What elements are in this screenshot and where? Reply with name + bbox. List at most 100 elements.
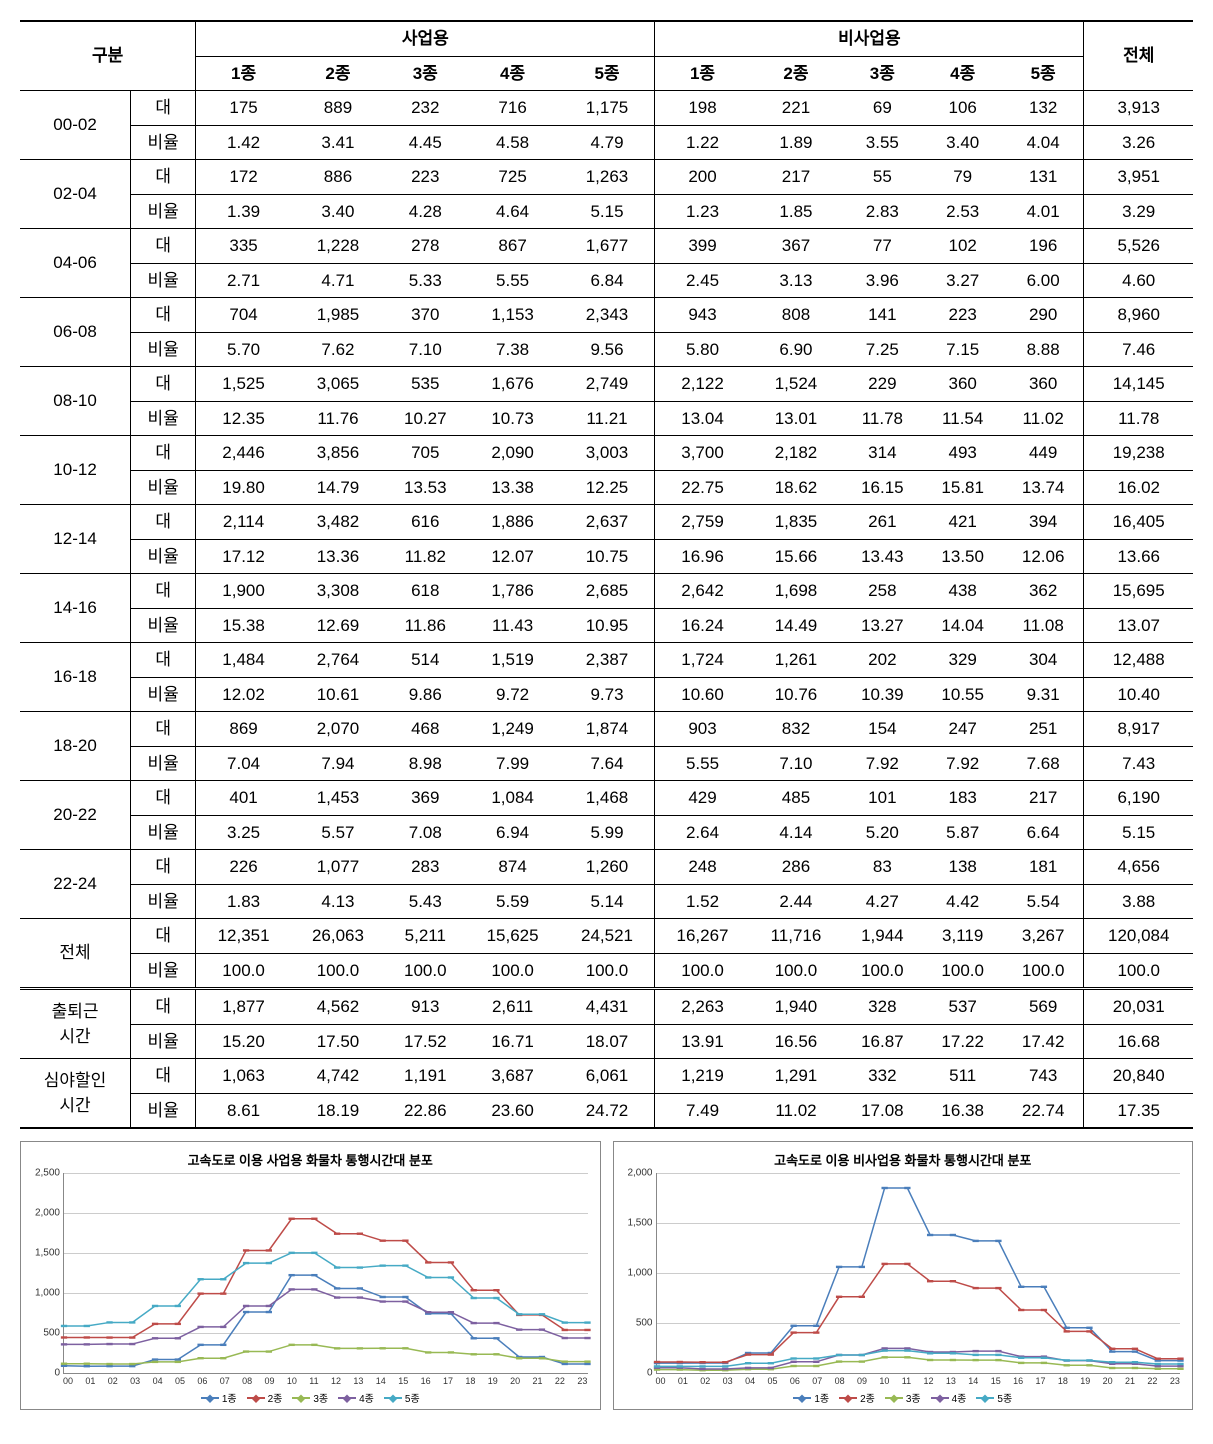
row-label: 12-14	[20, 505, 131, 574]
row-sublabel-biyul: 비율	[131, 746, 196, 781]
cell: 24,521	[560, 919, 655, 954]
x-tick-label: 03	[130, 1376, 140, 1386]
cell: 261	[842, 505, 922, 540]
chart-right-title: 고속도로 이용 비사업용 화물차 통행시간대 분포	[622, 1150, 1185, 1169]
x-tick-label: 08	[835, 1376, 845, 1386]
cell: 399	[655, 229, 750, 264]
row-sublabel-dae: 대	[131, 643, 196, 678]
cell: 468	[385, 712, 465, 747]
row-sublabel-dae: 대	[131, 1059, 196, 1094]
cell: 7.49	[655, 1093, 750, 1128]
row-label: 02-04	[20, 160, 131, 229]
x-tick-label: 16	[421, 1376, 431, 1386]
x-tick-label: 05	[767, 1376, 777, 1386]
cell: 100.0	[923, 953, 1003, 989]
cell: 5.14	[560, 884, 655, 919]
cell: 11.86	[385, 608, 465, 643]
col-total: 전체	[1084, 21, 1193, 91]
legend-label: 2종	[860, 1390, 875, 1405]
cell: 5.55	[655, 746, 750, 781]
row-sublabel-dae: 대	[131, 91, 196, 126]
cell: 69	[842, 91, 922, 126]
cell: 1.22	[655, 125, 750, 160]
cell: 14,145	[1084, 367, 1193, 402]
cell: 55	[842, 160, 922, 195]
sub-col: 4종	[923, 56, 1003, 91]
cell: 286	[750, 850, 842, 885]
cell: 7.62	[291, 332, 385, 367]
row-sublabel-dae: 대	[131, 298, 196, 333]
cell: 100.0	[385, 953, 465, 989]
cell: 11.02	[1003, 401, 1084, 436]
cell: 12.07	[465, 539, 559, 574]
table-body: 00-02대1758892327161,175198221691061323,9…	[20, 91, 1193, 1129]
row-sublabel-dae: 대	[131, 436, 196, 471]
x-tick-label: 13	[353, 1376, 363, 1386]
cell: 3,267	[1003, 919, 1084, 954]
cell: 4,656	[1084, 850, 1193, 885]
cell: 7.43	[1084, 746, 1193, 781]
row-label: 심야할인 시간	[20, 1059, 131, 1129]
cell: 7.99	[465, 746, 559, 781]
cell: 131	[1003, 160, 1084, 195]
cell: 2.64	[655, 815, 750, 850]
cell: 15.66	[750, 539, 842, 574]
table-head: 구분 사업용 비사업용 전체 1종2종3종4종5종1종2종3종4종5종	[20, 21, 1193, 91]
cell: 23.60	[465, 1093, 559, 1128]
legend-item: 4종	[931, 1390, 967, 1405]
cell: 7.64	[560, 746, 655, 781]
cell: 16.02	[1084, 470, 1193, 505]
cell: 12.69	[291, 608, 385, 643]
cell: 10.40	[1084, 677, 1193, 712]
cell: 102	[923, 229, 1003, 264]
cell: 14.79	[291, 470, 385, 505]
cell: 22.74	[1003, 1093, 1084, 1128]
cell: 17.22	[923, 1024, 1003, 1059]
cell: 1,940	[750, 989, 842, 1025]
cell: 2.44	[750, 884, 842, 919]
cell: 10.95	[560, 608, 655, 643]
cell: 16.71	[465, 1024, 559, 1059]
cell: 1,260	[560, 850, 655, 885]
legend-item: 4종	[338, 1390, 374, 1405]
y-tick-label: 2,000	[26, 1208, 60, 1219]
x-tick-label: 09	[857, 1376, 867, 1386]
cell: 278	[385, 229, 465, 264]
cell: 4.42	[923, 884, 1003, 919]
cell: 1,676	[465, 367, 559, 402]
cell: 4.01	[1003, 194, 1084, 229]
cell: 11,716	[750, 919, 842, 954]
x-tick-label: 01	[85, 1376, 95, 1386]
cell: 2.45	[655, 263, 750, 298]
cell: 7.15	[923, 332, 1003, 367]
cell: 3,308	[291, 574, 385, 609]
x-tick-label: 23	[577, 1376, 587, 1386]
cell: 1,175	[560, 91, 655, 126]
y-tick-label: 1,000	[619, 1268, 653, 1279]
cell: 304	[1003, 643, 1084, 678]
cell: 15.81	[923, 470, 1003, 505]
x-tick-label: 18	[1058, 1376, 1068, 1386]
cell: 10.39	[842, 677, 922, 712]
row-sublabel-biyul: 비율	[131, 884, 196, 919]
cell: 4.04	[1003, 125, 1084, 160]
cell: 16.38	[923, 1093, 1003, 1128]
cell: 5,526	[1084, 229, 1193, 264]
cell: 258	[842, 574, 922, 609]
cell: 1,249	[465, 712, 559, 747]
cell: 19,238	[1084, 436, 1193, 471]
cell: 13.66	[1084, 539, 1193, 574]
cell: 12.25	[560, 470, 655, 505]
cell: 100.0	[291, 953, 385, 989]
chart-left: 고속도로 이용 사업용 화물차 통행시간대 분포 05001,0001,5002…	[20, 1141, 601, 1410]
x-tick-label: 00	[63, 1376, 73, 1386]
cell: 3.25	[196, 815, 291, 850]
row-label: 전체	[20, 919, 131, 989]
cell: 1,786	[465, 574, 559, 609]
cell: 24.72	[560, 1093, 655, 1128]
cell: 867	[465, 229, 559, 264]
cell: 12.06	[1003, 539, 1084, 574]
cell: 18.19	[291, 1093, 385, 1128]
cell: 1,985	[291, 298, 385, 333]
legend-item: 2종	[839, 1390, 875, 1405]
